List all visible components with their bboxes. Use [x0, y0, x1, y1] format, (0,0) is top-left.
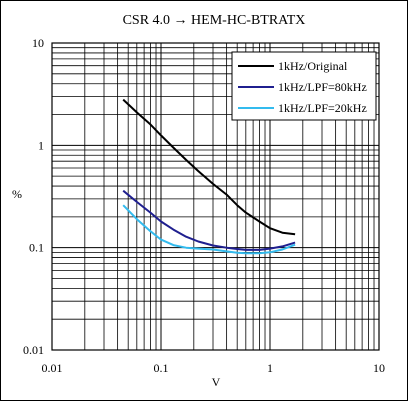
y-tick-label: 1: [38, 138, 44, 152]
legend-label: 1kHz/LPF=20kHz: [278, 101, 367, 115]
x-tick-label: 0.01: [42, 361, 63, 375]
series-layer: [122, 98, 296, 255]
x-tick-label: 10: [373, 361, 385, 375]
chart-title: CSR 4.0 → HEM-HC-BTRATX: [123, 13, 306, 28]
legend: 1kHz/Original 1kHz/LPF=80kHz 1kHz/LPF=20kH…: [231, 51, 377, 121]
plot-area-border: [51, 42, 380, 351]
y-tick-label: 0.1: [29, 241, 44, 255]
series-line: [122, 189, 296, 251]
tick-labels: 0.01 0.1 1 10 10 1 0.1 0.01: [23, 36, 385, 375]
series-line: [122, 98, 296, 236]
legend-label: 1kHz/Original: [278, 59, 348, 73]
x-axis-label: V: [212, 375, 221, 389]
legend-label: 1kHz/LPF=80kHz: [278, 80, 367, 94]
series-line: [122, 204, 296, 255]
y-tick-label: 10: [32, 36, 44, 50]
x-tick-label: 1: [267, 361, 273, 375]
y-tick-label: 0.01: [23, 343, 44, 357]
x-tick-label: 0.1: [154, 361, 169, 375]
y-axis-label: %: [12, 187, 22, 201]
